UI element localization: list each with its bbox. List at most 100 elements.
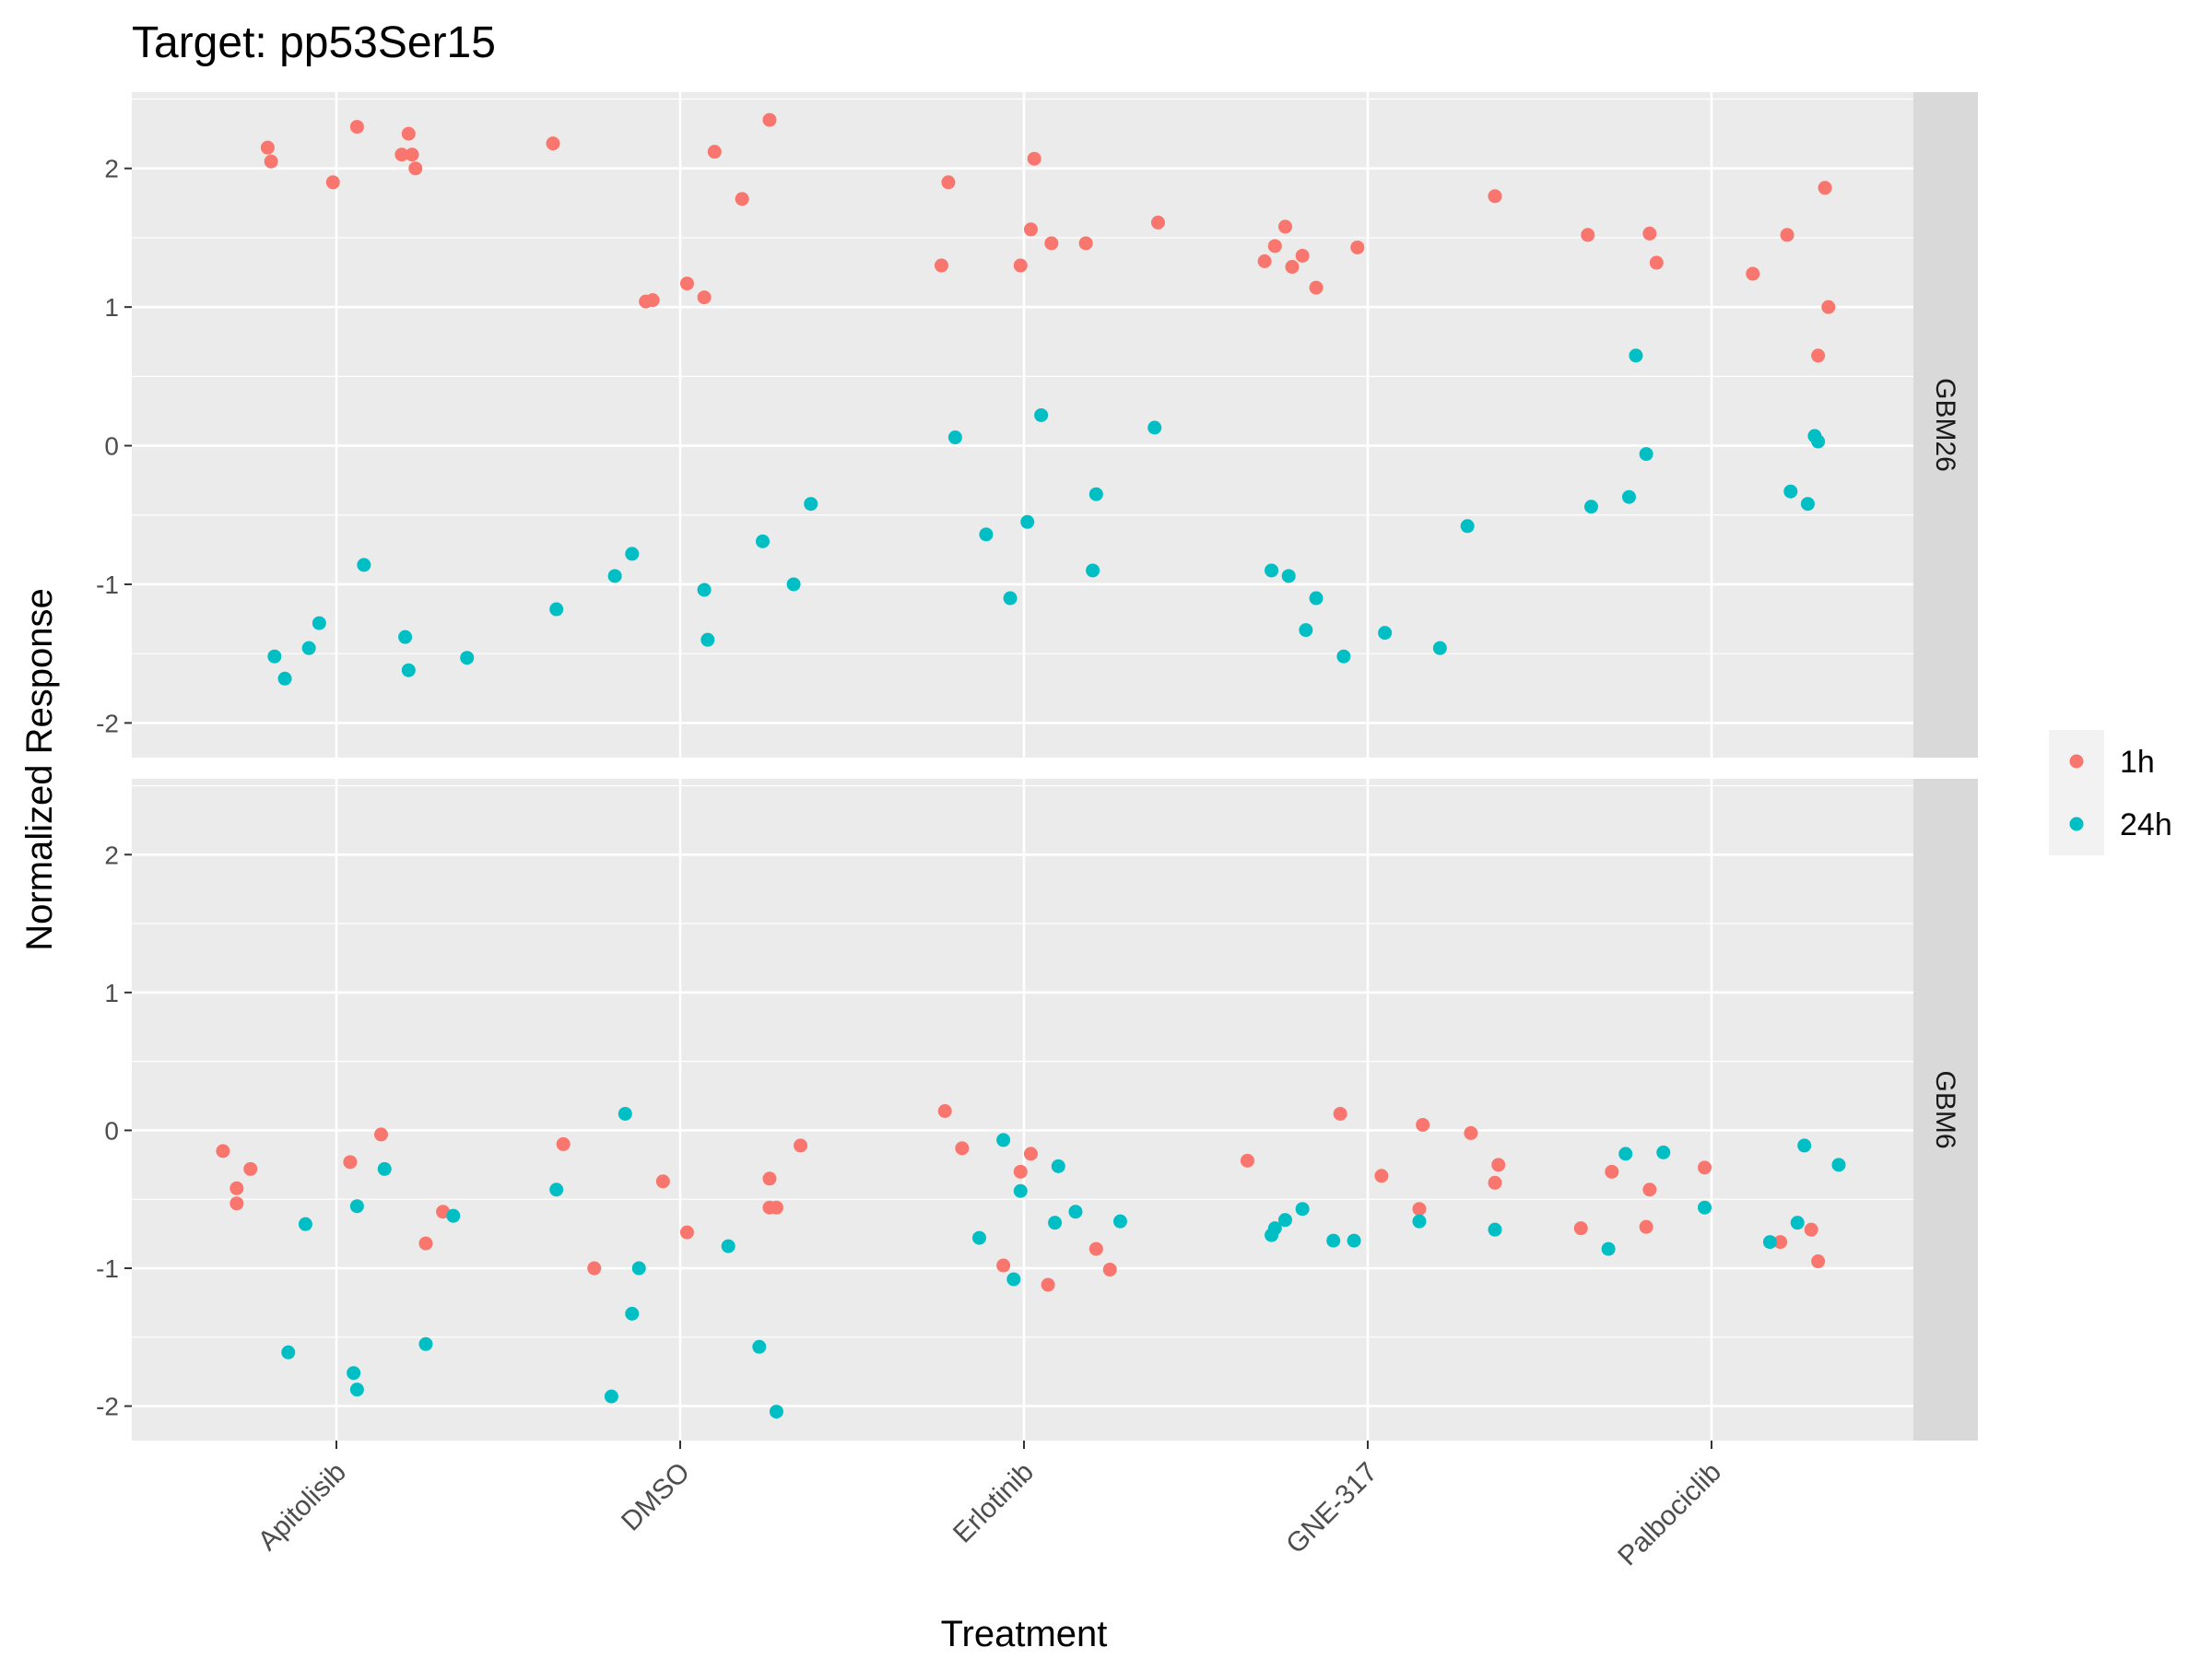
data-point xyxy=(1350,240,1365,254)
data-point xyxy=(1412,1214,1427,1229)
data-point xyxy=(1432,641,1447,655)
data-point xyxy=(298,1217,312,1231)
data-point xyxy=(1831,1158,1846,1172)
data-point xyxy=(549,602,564,617)
data-point xyxy=(401,126,416,141)
data-point xyxy=(1416,1117,1430,1132)
data-point xyxy=(631,1261,646,1276)
data-point xyxy=(1811,1254,1826,1269)
data-point xyxy=(229,1196,244,1211)
data-point xyxy=(1573,1221,1588,1236)
data-point xyxy=(1285,260,1300,275)
data-point xyxy=(357,558,371,572)
legend-label-24h: 24h xyxy=(2120,807,2172,842)
data-point xyxy=(1257,254,1272,269)
facet-strip-label: GBM6 xyxy=(1930,1070,1960,1148)
data-point xyxy=(697,582,712,597)
data-point xyxy=(1088,1241,1103,1256)
data-point xyxy=(1460,519,1475,534)
data-point xyxy=(1048,1216,1063,1230)
data-point xyxy=(1102,1263,1117,1277)
data-point xyxy=(1068,1205,1083,1219)
data-point xyxy=(325,175,340,190)
x-axis-title: Treatment xyxy=(941,1614,1108,1654)
y-axis-title: Normalized Response xyxy=(19,588,60,951)
data-point xyxy=(625,1306,640,1321)
panel-background xyxy=(132,92,1913,758)
data-point xyxy=(645,293,660,308)
data-point xyxy=(1698,1200,1712,1215)
data-point xyxy=(1013,1164,1028,1179)
data-point xyxy=(398,629,413,644)
data-point xyxy=(979,527,994,542)
data-point xyxy=(625,547,640,561)
data-point xyxy=(281,1345,296,1359)
data-point xyxy=(1698,1160,1712,1175)
y-tick-label: 1 xyxy=(104,979,119,1007)
data-point xyxy=(343,1155,358,1170)
data-point xyxy=(1639,447,1653,462)
data-point xyxy=(1277,1213,1292,1228)
y-tick-label: 0 xyxy=(104,1116,119,1145)
data-point xyxy=(408,161,423,176)
data-point xyxy=(1027,151,1041,166)
data-point xyxy=(1051,1159,1065,1173)
data-point xyxy=(1295,248,1310,263)
data-point xyxy=(1783,484,1798,499)
data-point xyxy=(1265,563,1279,578)
data-point xyxy=(679,276,694,291)
data-point xyxy=(1601,1241,1616,1256)
data-point xyxy=(1267,239,1282,253)
data-point xyxy=(1078,236,1093,251)
data-point xyxy=(1762,1235,1777,1250)
series-1h xyxy=(216,1103,1826,1292)
data-point xyxy=(1639,1219,1653,1234)
data-point xyxy=(955,1141,970,1156)
y-tick-label: -1 xyxy=(96,1254,119,1283)
data-point xyxy=(1281,569,1296,583)
data-point xyxy=(546,136,560,151)
data-point xyxy=(1656,1145,1671,1159)
data-point xyxy=(804,497,818,512)
data-point xyxy=(264,154,278,169)
data-point xyxy=(1299,623,1313,638)
data-point xyxy=(1773,1235,1788,1250)
y-tick-label: 1 xyxy=(104,293,119,322)
data-point xyxy=(1618,1147,1633,1161)
data-point xyxy=(1491,1158,1506,1172)
data-point xyxy=(769,1200,783,1215)
facet-strip xyxy=(1913,92,1978,758)
y-tick-label: -2 xyxy=(96,709,119,737)
data-point xyxy=(349,1382,364,1397)
data-point xyxy=(1003,591,1018,606)
data-point xyxy=(941,175,956,190)
data-point xyxy=(707,145,722,159)
facet-panels: -2 -1 0 1 2 GBM26 -2 -1 0 1 2 GBM6 xyxy=(96,92,1978,1441)
data-point xyxy=(1629,348,1643,363)
series-24h xyxy=(281,1106,1846,1419)
data-point xyxy=(1112,1214,1127,1229)
data-point xyxy=(762,1171,777,1186)
data-point xyxy=(1267,1221,1282,1236)
data-point xyxy=(1013,258,1028,273)
facet-strip-label: GBM26 xyxy=(1930,378,1960,472)
data-point xyxy=(1044,236,1059,251)
data-point xyxy=(1621,489,1636,504)
data-point xyxy=(418,1336,433,1351)
data-point xyxy=(349,120,364,135)
data-point xyxy=(1821,300,1836,314)
data-point xyxy=(1326,1233,1341,1248)
data-point xyxy=(618,1106,632,1121)
facet-panel-GBM6: -2 -1 0 1 2 GBM6 xyxy=(96,779,1978,1441)
y-tick-label: 2 xyxy=(104,841,119,869)
legend-label-1h: 1h xyxy=(2120,745,2155,780)
data-point xyxy=(1006,1272,1021,1287)
data-point xyxy=(996,1258,1011,1273)
data-point xyxy=(446,1208,461,1223)
legend-key-1h xyxy=(2069,754,2084,769)
series-1h xyxy=(260,112,1836,363)
data-point xyxy=(934,258,948,273)
data-point xyxy=(1150,215,1165,229)
data-point xyxy=(655,1174,670,1189)
data-point xyxy=(604,1389,618,1404)
